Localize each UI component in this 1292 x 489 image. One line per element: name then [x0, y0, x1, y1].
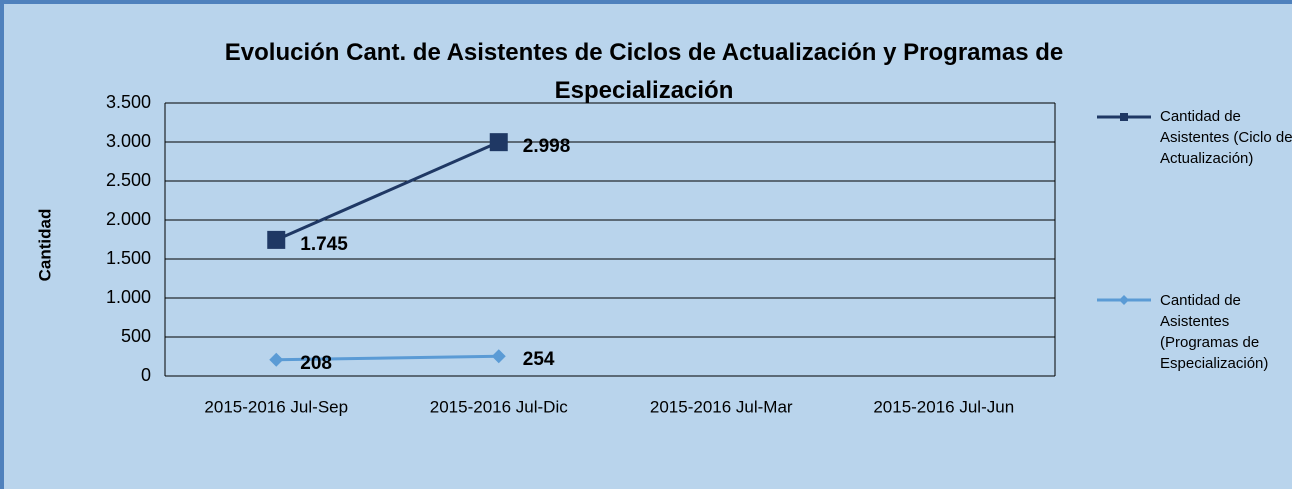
x-tick-label: 2015-2016 Jul-Mar: [650, 397, 793, 416]
series-line: [275, 140, 500, 242]
series-line: [276, 354, 499, 362]
data-label: 1.745: [300, 234, 348, 255]
x-tick-label: 2015-2016 Jul-Jun: [873, 397, 1014, 416]
marker: [267, 230, 286, 249]
marker: [489, 133, 508, 152]
y-tick-label: 0: [141, 365, 151, 385]
chart-svg: Cantidad 0 500 1.000 1.500 2.000 2.500 3.000 3.5…: [35, 92, 1151, 416]
legend-label: Cantidad de Asistentes (Programas de Esp…: [1160, 292, 1269, 372]
y-tick-label: 1.500: [106, 248, 151, 268]
y-tick-label: 2.500: [106, 170, 151, 190]
y-tick-label: 2.000: [106, 209, 151, 229]
y-tick-label: 3.000: [106, 131, 151, 151]
chart-title: Evolución Cant. de Asistentes de Ciclos …: [224, 39, 1064, 104]
data-label: 254: [523, 349, 555, 370]
legend-marker: [1120, 113, 1128, 121]
marker: [269, 352, 284, 367]
y-axis-label: Cantidad: [35, 209, 54, 282]
marker: [491, 349, 506, 364]
x-tick-label: 2015-2016 Jul-Dic: [430, 397, 568, 416]
y-tick-label: 3.500: [106, 92, 151, 112]
data-label: 208: [300, 353, 332, 374]
x-tick-label: 2015-2016 Jul-Sep: [204, 397, 348, 416]
legend-marker: [1119, 295, 1129, 305]
data-label: 2.998: [523, 136, 571, 157]
legend-label: Cantidad de Asistentes (Ciclo de Actuali…: [1160, 108, 1292, 167]
y-tick-label: 1.000: [106, 287, 151, 307]
y-tick-label: 500: [121, 326, 151, 346]
